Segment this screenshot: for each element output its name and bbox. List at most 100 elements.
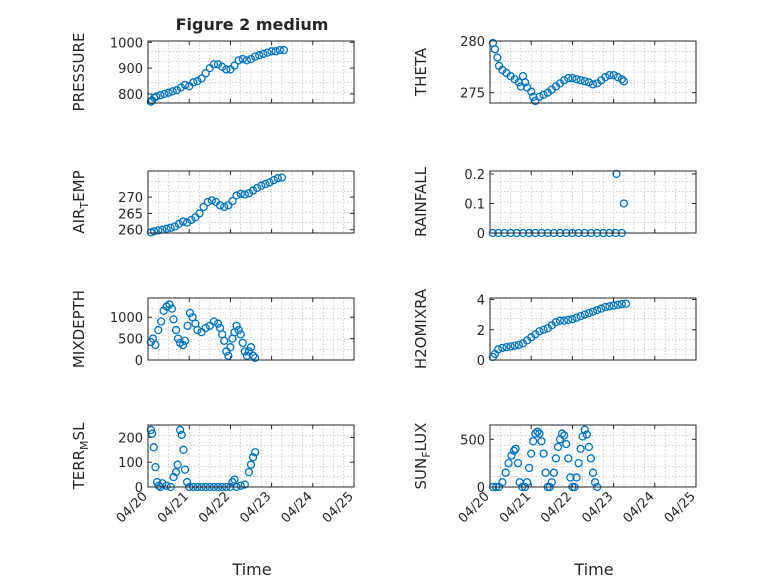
data-point (261, 179, 270, 189)
data-point (250, 448, 260, 457)
data-point (597, 304, 606, 313)
data-point (152, 92, 161, 101)
axes-frame (147, 297, 355, 361)
data-point (510, 341, 519, 350)
data-point (564, 315, 573, 325)
data-point (182, 477, 192, 487)
data-point (511, 444, 520, 453)
data-point (236, 330, 245, 339)
subplot-4: 0.2 0.1 0 RAINFALL (412, 166, 697, 242)
data-point (531, 429, 540, 438)
data-point (619, 199, 629, 208)
data-point (220, 336, 229, 345)
data-point (527, 449, 536, 458)
data-point (165, 300, 174, 309)
data-point (535, 429, 544, 438)
y-tick-label: 265 (118, 207, 143, 222)
data-point (522, 478, 532, 487)
data-point (584, 442, 594, 452)
axes-frame (147, 40, 355, 104)
data-point (246, 343, 256, 352)
data-point (174, 219, 184, 229)
data-point (234, 325, 243, 335)
data-point (572, 313, 581, 322)
y-axis-label: RAINFALL (412, 166, 430, 237)
data-point (169, 472, 178, 482)
data-point (179, 445, 188, 454)
data-point (177, 430, 186, 440)
data-point (533, 427, 542, 436)
data-point (185, 308, 195, 318)
x-axis-label-right: Time (573, 560, 613, 579)
data-point (201, 69, 210, 78)
data-point (232, 191, 241, 200)
data-point (195, 209, 204, 218)
y-tick-label: 1000 (110, 311, 143, 326)
data-point (246, 460, 256, 469)
data-point (612, 169, 621, 179)
data-point (180, 336, 190, 345)
data-point (213, 60, 223, 69)
grid (147, 41, 355, 103)
data-point (580, 425, 589, 434)
data-point (277, 173, 287, 182)
data-point (182, 218, 192, 227)
data-point (160, 89, 169, 99)
data-point (146, 425, 156, 435)
data-point (501, 468, 510, 477)
data-point (230, 475, 239, 484)
data-point (230, 61, 239, 70)
data-point (167, 304, 177, 313)
data-point (267, 47, 276, 56)
y-tick-label: 1000 (110, 36, 143, 51)
data-point (574, 459, 583, 468)
data-point (576, 311, 585, 321)
data-point (592, 305, 602, 315)
data-point (613, 300, 622, 309)
y-tick-label: 0 (477, 227, 485, 242)
data-point (199, 202, 208, 212)
data-point (269, 175, 278, 185)
data-point (176, 83, 186, 92)
data-point (218, 62, 227, 71)
data-point (209, 60, 219, 69)
data-point (234, 56, 243, 65)
data-point (242, 56, 252, 65)
data-point (178, 340, 188, 350)
data-point (242, 351, 252, 360)
subplot-1: 1000 900 800 PRESSURE (70, 33, 355, 111)
data-point (572, 473, 581, 482)
data-point (553, 442, 563, 452)
data-point (507, 451, 516, 460)
data-point (193, 325, 202, 335)
subplot-6: 4 2 0 H2OMIXRA (412, 288, 697, 369)
data-point (244, 467, 254, 477)
data-point (613, 73, 622, 82)
axes-frame (489, 40, 697, 104)
axes-frame (147, 170, 355, 234)
data-point (265, 178, 274, 187)
y-tick-label: 0.1 (464, 197, 485, 212)
data-point (246, 54, 256, 64)
data-point (168, 87, 177, 96)
data-point (514, 340, 523, 350)
data-point (549, 468, 559, 477)
data-point (240, 190, 249, 199)
y-tick-label: 100 (118, 456, 143, 471)
data-point (560, 76, 569, 85)
data-point (197, 328, 206, 337)
data-point (490, 45, 500, 54)
data-point (250, 52, 260, 61)
data-point (271, 47, 280, 56)
data-point (240, 347, 249, 356)
data-point (582, 430, 591, 439)
data-point (522, 83, 532, 92)
data-point (187, 215, 196, 225)
data-point (509, 446, 519, 455)
data-point (535, 327, 544, 336)
data-point (171, 467, 181, 477)
y-tick-label: 200 (118, 431, 143, 446)
data-point (568, 315, 577, 324)
data-point (560, 316, 569, 325)
